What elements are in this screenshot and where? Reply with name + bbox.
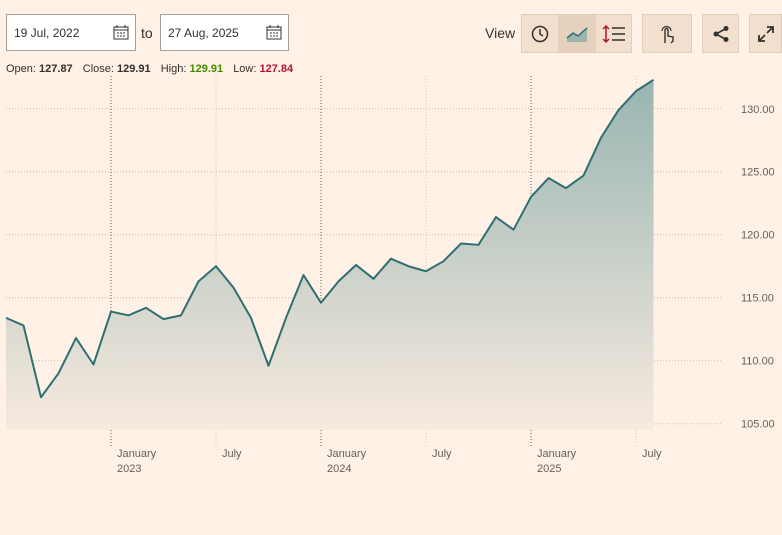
y-tick-label: 120.00 bbox=[741, 230, 775, 242]
expand-icon bbox=[757, 25, 774, 42]
clock-icon bbox=[531, 25, 549, 42]
fullscreen-button[interactable] bbox=[749, 14, 782, 53]
y-tick-label: 130.00 bbox=[741, 104, 775, 116]
low-value: 127.84 bbox=[259, 63, 294, 75]
share-button[interactable] bbox=[702, 14, 739, 53]
price-line bbox=[5, 78, 655, 399]
x-tick-label: July bbox=[222, 448, 242, 460]
y-tick-label: 110.00 bbox=[741, 356, 774, 368]
x-tick-label: January bbox=[537, 448, 577, 460]
y-tick-label: 105.00 bbox=[741, 419, 775, 431]
share-icon bbox=[713, 25, 728, 42]
high-value: 129.91 bbox=[189, 63, 224, 75]
close-label: Close: bbox=[82, 63, 114, 75]
low-label: Low: bbox=[233, 63, 257, 75]
touch-icon bbox=[661, 25, 674, 43]
date-from[interactable]: 19 Jul, 2022 bbox=[6, 14, 136, 51]
chart-type-button[interactable] bbox=[558, 14, 596, 53]
y-tick-label: 125.00 bbox=[741, 167, 775, 179]
line-icon bbox=[566, 26, 588, 42]
x-tick-year: 2024 bbox=[327, 463, 351, 475]
open-label: Open: bbox=[6, 63, 36, 75]
y-tick-label: 115.00 bbox=[741, 293, 774, 305]
x-tick-label: July bbox=[642, 448, 662, 460]
view-label: View bbox=[485, 25, 516, 41]
date-to[interactable]: 27 Aug, 2025 bbox=[160, 14, 289, 51]
x-tick-year: 2023 bbox=[117, 463, 141, 475]
indicators-button[interactable] bbox=[595, 14, 632, 53]
area-fill bbox=[6, 79, 654, 430]
date-to-text: 27 Aug, 2025 bbox=[168, 26, 239, 40]
x-tick-label: January bbox=[117, 448, 157, 460]
high-label: High: bbox=[160, 63, 187, 75]
interact-button[interactable] bbox=[642, 14, 692, 53]
close-value: 129.91 bbox=[117, 63, 151, 75]
time-button[interactable] bbox=[521, 14, 559, 53]
open-value: 127.87 bbox=[39, 63, 73, 75]
calendar-icon bbox=[266, 25, 282, 40]
calendar-icon bbox=[113, 25, 129, 40]
scale-icon bbox=[601, 24, 625, 43]
x-tick-label: July bbox=[432, 448, 452, 460]
date-from-text: 19 Jul, 2022 bbox=[14, 26, 80, 40]
to-label: to bbox=[141, 25, 153, 41]
x-tick-year: 2025 bbox=[537, 463, 561, 475]
x-tick-label: January bbox=[327, 448, 367, 460]
quote-summary: Open: 127.87 Close: 129.91 High: 129.91 … bbox=[6, 63, 300, 75]
